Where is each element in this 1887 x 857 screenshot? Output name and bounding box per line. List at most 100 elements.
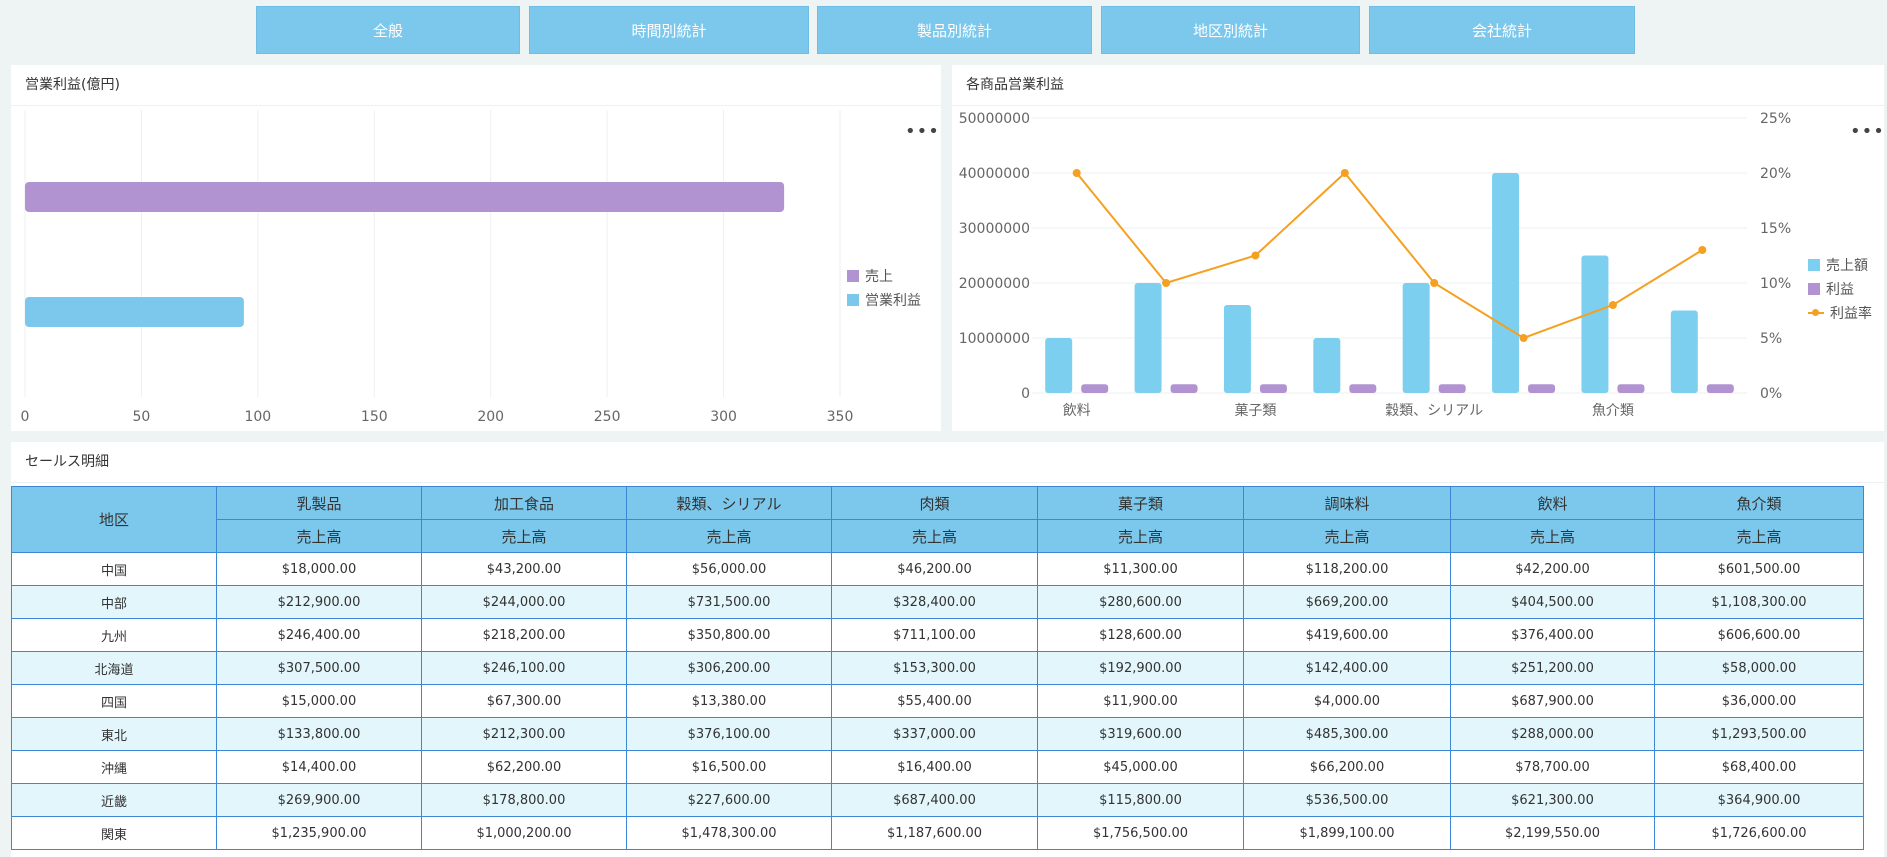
- legend-swatch-profit: [1808, 283, 1820, 295]
- bar-sales-amount: [1492, 173, 1520, 393]
- y-tick-label: 10000000: [959, 331, 1030, 347]
- category-header: 調味料: [1243, 486, 1451, 520]
- bar-sales-amount: [1581, 255, 1609, 393]
- more-options-icon[interactable]: •••: [905, 121, 940, 142]
- tab-general[interactable]: 全般: [256, 6, 520, 54]
- legend-item-operating-profit[interactable]: 営業利益: [847, 288, 921, 312]
- sales-cell: $337,000.00: [831, 717, 1038, 751]
- point-profit-rate: [1698, 246, 1707, 254]
- table-row: 関東 $1,235,900.00 $1,000,200.00 $1,478,300.0…: [11, 816, 1864, 850]
- sales-cell: $56,000.00: [626, 552, 832, 586]
- sales-cell: $218,200.00: [421, 618, 627, 652]
- y2-tick-label: 5%: [1760, 331, 1782, 347]
- bar-sales-amount: [1045, 338, 1073, 393]
- legend-swatch-operating-profit: [847, 294, 859, 306]
- sales-cell: $1,293,500.00: [1654, 717, 1864, 751]
- sales-cell: $45,000.00: [1037, 750, 1244, 784]
- sales-cell: $376,400.00: [1450, 618, 1655, 652]
- sales-cell: $36,000.00: [1654, 684, 1864, 718]
- x-tick-label: 300: [710, 409, 737, 425]
- sales-cell: $178,800.00: [421, 783, 627, 817]
- sales-cell: $711,100.00: [831, 618, 1038, 652]
- sales-cell: $46,200.00: [831, 552, 1038, 586]
- sales-cell: $307,500.00: [216, 651, 422, 685]
- x-tick-label: 100: [244, 409, 271, 425]
- sales-cell: $212,300.00: [421, 717, 627, 751]
- legend-label-sales-amount: 売上額: [1826, 258, 1868, 274]
- bar-profit: [1170, 384, 1198, 393]
- sales-cell: $246,400.00: [216, 618, 422, 652]
- legend-label-operating-profit: 営業利益: [865, 293, 921, 309]
- sales-subheader: 売上高: [1243, 519, 1451, 553]
- sales-detail-table: 地区 乳製品 加工食品 穀類、シリアル 肉類 菓子類 調味料 飲料 魚介類 売上…: [11, 486, 1864, 850]
- bar-operating-profit: [25, 297, 244, 327]
- tab-region-stats[interactable]: 地区別統計: [1101, 6, 1360, 54]
- region-cell: 近畿: [11, 783, 217, 817]
- sales-cell: $350,800.00: [626, 618, 832, 652]
- sales-cell: $731,500.00: [626, 585, 832, 619]
- table-row: 沖縄 $14,400.00 $62,200.00 $16,500.00 $16,400.…: [11, 750, 1864, 784]
- category-header: 加工食品: [421, 486, 627, 520]
- sales-subheader: 売上高: [626, 519, 832, 553]
- table-header-row: 地区 乳製品 加工食品 穀類、シリアル 肉類 菓子類 調味料 飲料 魚介類: [11, 486, 1864, 553]
- tab-product-stats[interactable]: 製品別統計: [817, 6, 1092, 54]
- sales-subheader: 売上高: [1450, 519, 1655, 553]
- point-profit-rate: [1251, 251, 1260, 260]
- table-row: 中国 $18,000.00 $43,200.00 $56,000.00 $46,200.…: [11, 552, 1864, 586]
- sales-cell: $142,400.00: [1243, 651, 1451, 685]
- sales-cell: $192,900.00: [1037, 651, 1244, 685]
- sales-cell: $78,700.00: [1450, 750, 1655, 784]
- bar-profit: [1438, 384, 1466, 393]
- x-tick-label: 250: [594, 409, 621, 425]
- x-tick-label: 魚介類: [1592, 403, 1634, 419]
- sales-cell: $212,900.00: [216, 585, 422, 619]
- more-options-icon[interactable]: •••: [1850, 121, 1885, 142]
- sales-cell: $669,200.00: [1243, 585, 1451, 619]
- sales-cell: $306,200.00: [626, 651, 832, 685]
- category-header: 乳製品: [216, 486, 422, 520]
- sales-cell: $14,400.00: [216, 750, 422, 784]
- region-cell: 九州: [11, 618, 217, 652]
- legend-item-profit-rate[interactable]: 利益率: [1808, 301, 1872, 325]
- region-header: 地区: [11, 486, 217, 553]
- legend-item-sales-amount[interactable]: 売上額: [1808, 253, 1872, 277]
- sales-cell: $485,300.00: [1243, 717, 1451, 751]
- sales-cell: $1,187,600.00: [831, 816, 1038, 850]
- sales-cell: $15,000.00: [216, 684, 422, 718]
- sales-cell: $2,199,550.00: [1450, 816, 1655, 850]
- sales-cell: $133,800.00: [216, 717, 422, 751]
- legend-item-sales[interactable]: 売上: [847, 264, 921, 288]
- sales-subheader: 売上高: [1037, 519, 1244, 553]
- region-cell: 北海道: [11, 651, 217, 685]
- x-tick-label: 穀類、シリアル: [1385, 403, 1483, 419]
- y2-tick-label: 20%: [1760, 166, 1791, 182]
- sales-cell: $18,000.00: [216, 552, 422, 586]
- sales-cell: $58,000.00: [1654, 651, 1864, 685]
- legend-item-profit[interactable]: 利益: [1808, 277, 1872, 301]
- sales-cell: $42,200.00: [1450, 552, 1655, 586]
- region-cell: 四国: [11, 684, 217, 718]
- y2-tick-label: 10%: [1760, 276, 1791, 292]
- sales-cell: $1,756,500.00: [1037, 816, 1244, 850]
- x-tick-label: 50: [133, 409, 151, 425]
- table-row: 近畿 $269,900.00 $178,800.00 $227,600.00 $687,…: [11, 783, 1864, 817]
- tab-company-stats[interactable]: 会社統計: [1369, 6, 1635, 54]
- y-tick-label: 30000000: [959, 221, 1030, 237]
- sales-cell: $404,500.00: [1450, 585, 1655, 619]
- product-profit-legend: 売上額 利益 利益率: [1808, 253, 1872, 325]
- tab-time-stats[interactable]: 時間別統計: [529, 6, 809, 54]
- bar-profit: [1081, 384, 1109, 393]
- sales-cell: $536,500.00: [1243, 783, 1451, 817]
- product-profit-panel: 各商品営業利益 ••• 0 10000000 20000000 30000000 400…: [952, 65, 1884, 431]
- sales-cell: $16,500.00: [626, 750, 832, 784]
- legend-swatch-profit-rate: [1808, 307, 1824, 319]
- table-row: 北海道 $307,500.00 $246,100.00 $306,200.00 $153…: [11, 651, 1864, 685]
- point-profit-rate: [1430, 279, 1439, 287]
- x-tick-label: 150: [361, 409, 388, 425]
- sales-cell: $687,900.00: [1450, 684, 1655, 718]
- table-row: 九州 $246,400.00 $218,200.00 $350,800.00 $711,…: [11, 618, 1864, 652]
- bar-profit: [1528, 384, 1556, 393]
- legend-label-sales: 売上: [865, 269, 893, 285]
- category-header: 魚介類: [1654, 486, 1864, 520]
- sales-cell: $621,300.00: [1450, 783, 1655, 817]
